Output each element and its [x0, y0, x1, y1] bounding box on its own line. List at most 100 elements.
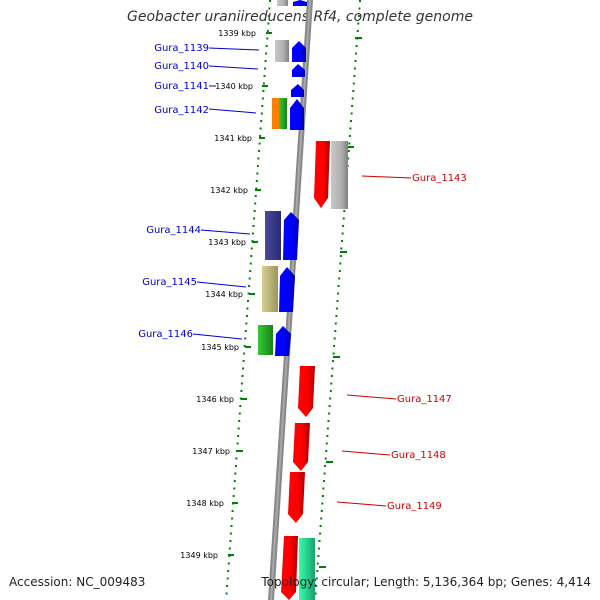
- ring-dot: [352, 90, 355, 92]
- ring-dot: [332, 352, 335, 355]
- ring-dot: [239, 397, 242, 400]
- gene-gura-1145-tan[interactable]: [262, 266, 278, 312]
- ring-dot: [234, 472, 237, 475]
- gene-label[interactable]: Gura_1148: [391, 450, 446, 461]
- genome-summary: Topology: circular; Length: 5,136,364 bp…: [261, 575, 591, 589]
- ring-dot: [260, 112, 263, 115]
- ring-dot: [264, 67, 267, 70]
- ring-dot: [245, 322, 248, 325]
- ring-dot: [233, 487, 236, 490]
- tick-label: 1339 kbp: [218, 29, 256, 38]
- gene-label[interactable]: Gura_1144: [146, 225, 201, 236]
- gene-label[interactable]: Gura_1143: [412, 173, 467, 184]
- tick-label: 1349 kbp: [180, 551, 218, 560]
- gene-label[interactable]: Gura_1147: [397, 394, 452, 405]
- ring-dot: [250, 247, 253, 250]
- ring-dot: [348, 142, 351, 145]
- ring-dot: [315, 577, 318, 580]
- gene-gura-1147[interactable]: [298, 366, 315, 417]
- ring-dot: [261, 105, 264, 107]
- ring-dot: [253, 217, 256, 220]
- ring-dot: [339, 255, 342, 257]
- ring-dot: [235, 457, 238, 460]
- ring-dot: [335, 315, 338, 317]
- gene-label[interactable]: Gura_1140: [154, 61, 209, 72]
- ring-dot: [328, 405, 331, 407]
- ring-dot: [328, 412, 331, 415]
- ring-dot: [343, 210, 346, 212]
- gene-gura-1142-green[interactable]: [279, 98, 287, 129]
- ring-dot: [265, 52, 268, 55]
- ring-dot: [237, 427, 240, 430]
- ring-dot: [258, 150, 260, 152]
- gene-gura-1142[interactable]: [290, 99, 304, 130]
- left-leader-lines: [192, 47, 260, 340]
- gene-label[interactable]: Gura_1146: [138, 329, 193, 340]
- gene-label[interactable]: Gura_1141: [154, 81, 209, 92]
- ring-dot: [327, 420, 330, 422]
- gene-gura-1144-purple[interactable]: [265, 211, 281, 260]
- ring-dot: [261, 97, 264, 100]
- ring-dot: [233, 480, 236, 482]
- ring-dot: [342, 225, 345, 227]
- gene-gura-1139[interactable]: [292, 41, 306, 62]
- ring-dot: [347, 157, 350, 160]
- ring-dot: [357, 15, 360, 17]
- ring-dot: [350, 120, 352, 122]
- gene-gura-1143[interactable]: [314, 141, 330, 208]
- gene-gura-1145[interactable]: [279, 267, 295, 312]
- ring-dot: [314, 592, 317, 595]
- gene-label[interactable]: Gura_1139: [154, 43, 209, 54]
- gene-gura-1150[interactable]: [281, 536, 298, 600]
- leader-line: [336, 501, 387, 507]
- ring-dot: [338, 277, 341, 280]
- gene-gura-1138-gray[interactable]: [277, 0, 288, 6]
- gene-label[interactable]: Gura_1145: [142, 277, 197, 288]
- gene-gura-1139-gray[interactable]: [275, 40, 289, 62]
- leader-line: [192, 333, 243, 340]
- ring-dot: [260, 120, 263, 122]
- gene-label[interactable]: Gura_1149: [387, 501, 442, 512]
- gene-gura-1150-teal[interactable]: [299, 538, 315, 600]
- ring-dot: [259, 135, 262, 137]
- ring-dot: [347, 150, 350, 152]
- ring-dot: [239, 405, 242, 407]
- tick-label: 1342 kbp: [210, 186, 248, 195]
- ring-dot: [335, 307, 338, 310]
- left-gene-labels: Gura_1139 Gura_1140 Gura_1141 Gura_1142 …: [138, 43, 209, 340]
- ring-dot: [258, 142, 261, 145]
- ring-dot: [264, 60, 267, 62]
- ring-dot: [315, 585, 318, 587]
- ring-dot: [357, 22, 360, 25]
- gene-label[interactable]: Gura_1142: [154, 105, 209, 116]
- ring-dot: [246, 307, 249, 310]
- ring-dot: [263, 75, 266, 77]
- gene-gura-1142-orange[interactable]: [272, 98, 279, 129]
- tick-label: 1345 kbp: [201, 343, 239, 352]
- ring-dot: [325, 442, 328, 445]
- ring-dot: [267, 15, 270, 17]
- ring-dot: [340, 247, 343, 250]
- ring-dot: [325, 450, 328, 452]
- gene-gura-1143-gray[interactable]: [331, 141, 348, 209]
- ring-dot: [236, 442, 239, 445]
- right-leader-lines: [336, 175, 412, 507]
- gene-gura-1140[interactable]: [292, 64, 305, 77]
- ring-dot: [329, 397, 332, 400]
- ring-dot: [230, 525, 233, 527]
- ring-dot: [356, 30, 359, 32]
- ring-dot: [242, 360, 245, 362]
- ring-dot: [238, 420, 241, 422]
- gene-gura-1148[interactable]: [293, 423, 310, 471]
- gene-features[interactable]: [258, 0, 348, 600]
- gene-gura-1141[interactable]: [291, 84, 304, 97]
- gene-gura-1138[interactable]: [293, 0, 307, 6]
- tick-label: 1346 kbp: [196, 395, 234, 404]
- gene-gura-1146-green[interactable]: [258, 325, 273, 355]
- gene-gura-1146[interactable]: [275, 326, 291, 356]
- gene-gura-1144[interactable]: [283, 212, 299, 260]
- ring-dot: [342, 217, 345, 220]
- gene-gura-1149[interactable]: [288, 472, 305, 523]
